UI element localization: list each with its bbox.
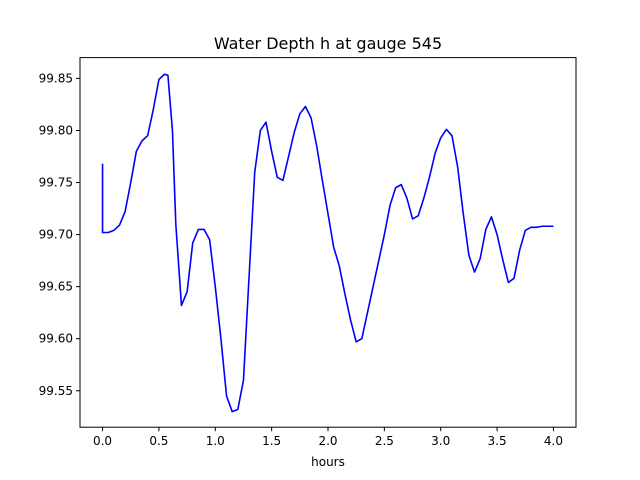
y-tick-label: 99.80	[39, 123, 73, 137]
x-tick-label: 2.0	[318, 434, 337, 448]
plot-area	[79, 57, 577, 428]
y-tick-label: 99.60	[39, 332, 73, 346]
y-tick-label: 99.65	[39, 280, 73, 294]
series-layer	[101, 73, 554, 413]
x-tick-label: 0.5	[149, 434, 168, 448]
x-tick-label: 2.5	[375, 434, 394, 448]
x-tick-label: 3.0	[431, 434, 450, 448]
x-tick-label: 1.0	[206, 434, 225, 448]
y-axis: 99.55 99.60 99.65 99.70 99.75 99.80 99.85	[39, 71, 80, 398]
x-tick-label: 1.5	[262, 434, 281, 448]
x-axis: 0.0 0.5 1.0 1.5 2.0 2.5 3.0 3.5 4.0	[93, 427, 563, 448]
series-line-0	[101, 73, 554, 413]
x-axis-label: hours	[311, 455, 345, 469]
y-tick-label: 99.75	[39, 176, 73, 190]
chart-title: Water Depth h at gauge 545	[214, 34, 442, 53]
x-tick-label: 0.0	[93, 434, 112, 448]
plot-background	[80, 57, 576, 428]
y-tick-label: 99.85	[39, 71, 73, 85]
x-tick-label: 3.5	[488, 434, 507, 448]
x-tick-label: 4.0	[544, 434, 563, 448]
y-tick-label: 99.55	[39, 384, 73, 398]
y-tick-label: 99.70	[39, 228, 73, 242]
